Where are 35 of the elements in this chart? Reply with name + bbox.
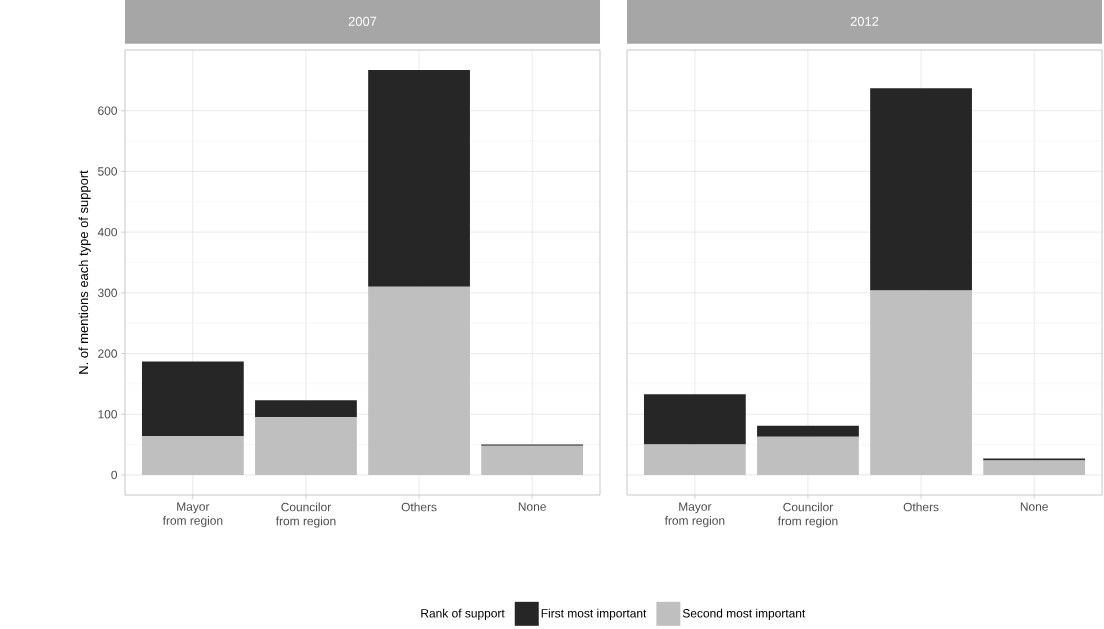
bar	[141, 436, 244, 475]
chart-title: 2012	[850, 16, 879, 26]
bar	[757, 425, 859, 437]
x-tick-label: Councilor from region	[275, 502, 336, 528]
legend-title: Rank of support	[421, 608, 505, 620]
x-tick-label: Mayor from region	[664, 502, 725, 528]
x-tick-label: Others	[903, 502, 939, 512]
bar	[255, 400, 357, 418]
y-tick-label: 300	[97, 288, 118, 298]
x-tick-label: Others	[401, 502, 437, 512]
x-tick-label: Mayor from region	[162, 502, 223, 528]
bar	[643, 444, 746, 475]
x-tick-label: None	[518, 502, 546, 511]
y-tick-label: 600	[98, 106, 118, 115]
bar	[870, 290, 972, 475]
x-tick-label: Councilor from region	[777, 502, 838, 528]
y-tick-label: 500	[98, 167, 118, 176]
x-tick-label: None	[1020, 502, 1048, 511]
bar	[983, 460, 1086, 475]
chart-title: 2007	[348, 16, 377, 26]
bar	[870, 88, 972, 291]
y-tick-label: 100	[98, 410, 118, 419]
y-tick-label: 400	[97, 227, 118, 237]
y-tick-label: 200	[98, 349, 118, 358]
bar	[141, 361, 244, 437]
legend-label: First most important	[541, 608, 647, 620]
y-axis-title: N. of mentions each type of support	[78, 170, 91, 374]
bar	[368, 286, 470, 475]
y-tick-label: 0	[111, 470, 118, 480]
bar	[757, 436, 859, 475]
bar	[643, 394, 746, 445]
legend-label: Second most important	[682, 608, 806, 620]
bar	[368, 70, 470, 287]
bar	[255, 417, 357, 475]
bar	[481, 445, 584, 475]
